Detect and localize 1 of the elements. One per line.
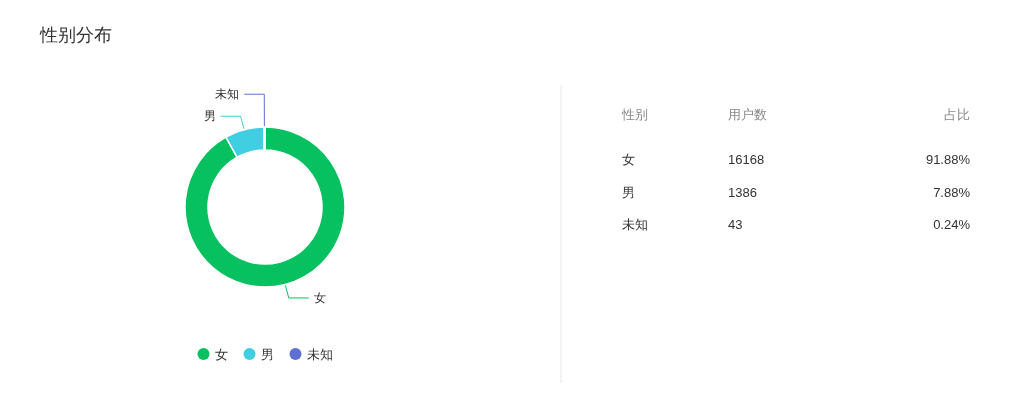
title: 性别分布: [40, 25, 112, 45]
